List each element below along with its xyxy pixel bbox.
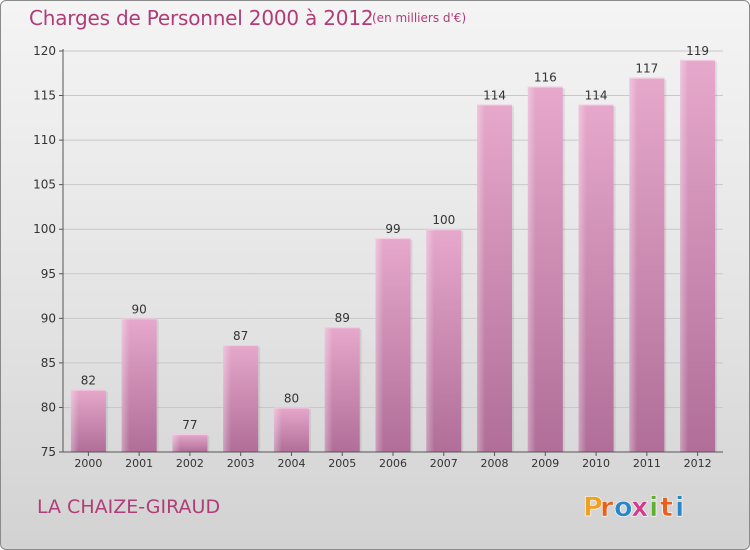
chart-subtitle: (en milliers d'€) [372,11,467,25]
bar-highlight [375,238,384,452]
logo-letter: i [675,492,684,523]
y-tick-label: 100 [33,222,56,236]
y-tick-label: 85 [41,356,56,370]
x-tick-label: 2003 [227,457,255,470]
logo-letter: i [649,492,658,523]
x-tick-label: 2000 [74,457,102,470]
data-label: 119 [686,44,709,58]
logo-letter: P [583,492,603,523]
bar-highlight [273,407,282,452]
x-tick-label: 2006 [379,457,407,470]
logo-letter: r [600,492,614,523]
y-tick-label: 120 [33,44,56,58]
bar [172,434,208,452]
bar-highlight [324,327,333,452]
data-label: 90 [132,302,147,316]
data-label: 114 [585,88,608,102]
data-label: 99 [385,222,400,236]
x-tick-label: 2012 [684,457,712,470]
data-label: 87 [233,329,248,343]
bar-highlight [121,318,130,452]
bar-highlight [578,104,587,452]
data-label: 82 [81,374,96,388]
logo-letter: t [660,492,673,523]
logo-letter: o [614,492,633,523]
proxiti-logo: Pr ox i t i [583,492,685,523]
data-label: 100 [432,213,455,227]
x-tick-label: 2004 [277,457,305,470]
bar-highlight [70,389,79,452]
x-tick-label: 2010 [582,457,610,470]
bar-highlight [629,77,638,452]
y-tick-label: 80 [41,400,56,414]
x-tick-label: 2002 [176,457,204,470]
bar-highlight [172,434,181,452]
chart-title: Charges de Personnel 2000 à 2012 [29,6,374,30]
y-tick-label: 110 [33,133,56,147]
x-tick-label: 2011 [633,457,661,470]
data-label: 80 [284,391,299,405]
y-tick-label: 105 [33,178,56,192]
x-tick-label: 2008 [481,457,509,470]
logo-letter: x [631,492,648,523]
y-tick-label: 115 [33,89,56,103]
y-tick-label: 95 [41,267,56,281]
bar-highlight [477,104,486,452]
commune-name: LA CHAIZE-GIRAUD [37,496,221,518]
y-tick-label: 90 [41,311,56,325]
bar-highlight [223,345,232,452]
data-label: 117 [635,62,658,76]
x-tick-label: 2001 [125,457,153,470]
x-tick-label: 2005 [328,457,356,470]
y-tick-label: 75 [41,445,56,459]
data-label: 89 [335,311,350,325]
data-label: 77 [182,418,197,432]
data-label: 116 [534,71,557,85]
x-tick-label: 2007 [430,457,458,470]
data-label: 114 [483,88,506,102]
bar-highlight [527,86,536,453]
bar-highlight [680,59,689,453]
bar-highlight [426,229,435,452]
x-tick-label: 2009 [531,457,559,470]
